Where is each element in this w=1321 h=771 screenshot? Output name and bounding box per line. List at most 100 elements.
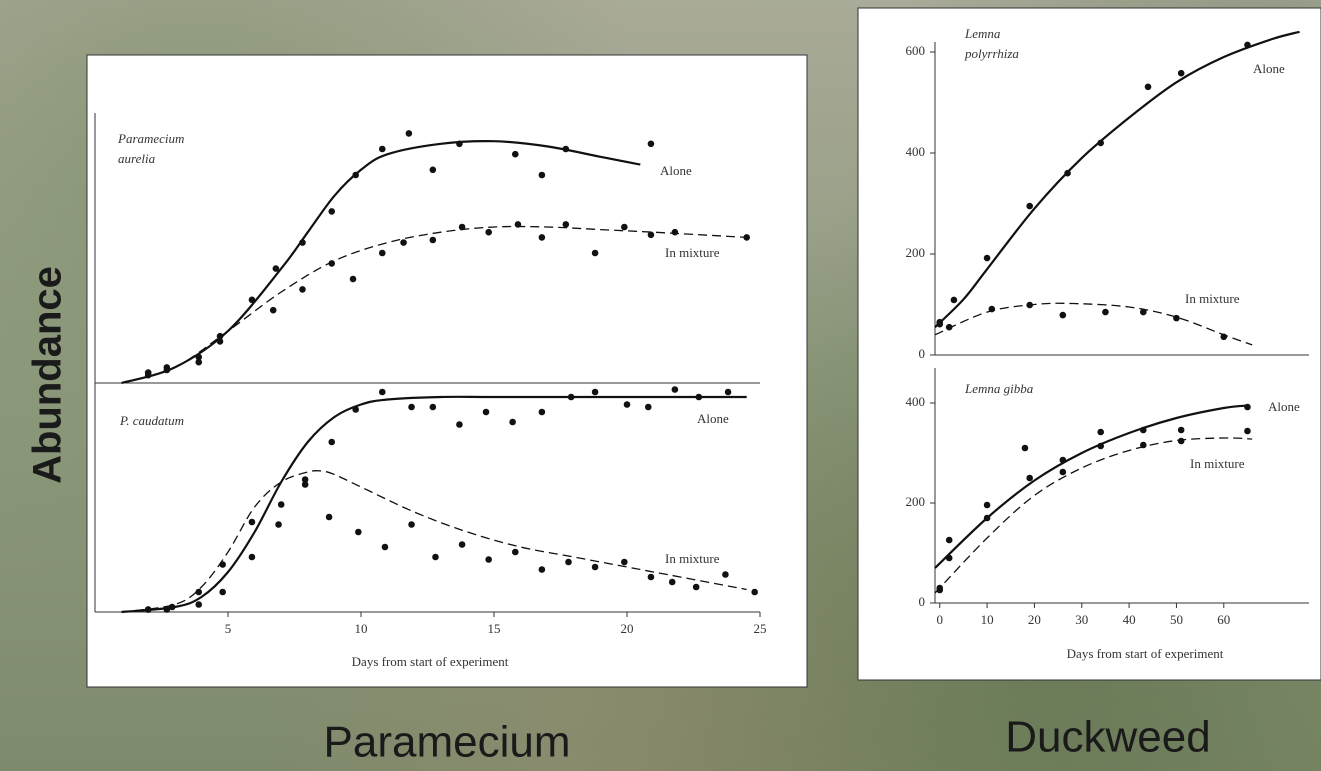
data-point <box>1173 314 1180 322</box>
data-point <box>400 239 407 246</box>
data-point <box>456 421 463 428</box>
data-point <box>950 296 958 304</box>
data-point <box>511 150 519 158</box>
data-point <box>219 588 226 596</box>
data-point <box>1097 428 1104 436</box>
data-point <box>692 583 700 591</box>
data-point <box>1177 426 1185 434</box>
x-tick-label: 5 <box>225 621 232 636</box>
data-point <box>355 528 362 536</box>
data-point <box>405 130 413 137</box>
data-point <box>1026 202 1033 210</box>
data-point <box>936 318 944 326</box>
data-point <box>567 393 575 401</box>
x-tick-label: 40 <box>1123 612 1136 627</box>
caption: Duckweed <box>1005 713 1210 762</box>
data-point <box>408 521 415 528</box>
data-point <box>216 332 224 340</box>
x-tick-label: 0 <box>936 612 943 627</box>
data-point <box>458 541 466 548</box>
data-point <box>248 296 256 304</box>
data-point <box>429 166 437 174</box>
x-tick-label: 25 <box>754 621 767 636</box>
data-point <box>482 408 490 416</box>
data-point <box>945 554 953 562</box>
data-point <box>591 249 599 257</box>
data-point <box>562 145 570 153</box>
x-axis-label: Days from start of experiment <box>1067 646 1224 661</box>
y-axis-label: Abundance <box>26 266 70 484</box>
data-point <box>301 481 309 488</box>
data-point <box>538 566 546 573</box>
data-point <box>1102 308 1109 316</box>
y-tick-label: 0 <box>919 594 926 609</box>
data-point <box>328 208 336 215</box>
data-point <box>983 254 991 262</box>
x-tick-label: 60 <box>1217 612 1230 627</box>
data-point <box>538 234 546 241</box>
data-point <box>565 558 572 566</box>
data-point <box>144 606 152 613</box>
x-axis-label: Days from start of experiment <box>352 654 509 669</box>
data-point <box>248 518 256 526</box>
data-point <box>456 140 463 148</box>
data-point <box>1064 169 1071 177</box>
data-point <box>163 366 171 374</box>
data-point <box>647 573 655 581</box>
series-label: Alone <box>660 163 692 178</box>
plots: Paramecium aurelia Alone In mixture P. cauda… <box>94 26 1309 669</box>
x-tick-label: 50 <box>1170 612 1183 627</box>
data-point <box>195 601 203 608</box>
data-point <box>724 388 732 396</box>
data-point <box>1059 456 1067 464</box>
x-tick-label: 30 <box>1075 612 1088 627</box>
data-point <box>301 476 309 483</box>
data-point <box>144 369 152 376</box>
data-point <box>1021 444 1029 452</box>
data-point <box>1026 301 1033 309</box>
data-point <box>988 305 996 313</box>
data-point <box>219 561 226 568</box>
y-tick-label: 200 <box>906 245 926 260</box>
data-point <box>328 260 336 267</box>
data-point <box>514 221 522 228</box>
data-point <box>381 543 389 551</box>
data-point <box>668 578 676 586</box>
data-point <box>1140 426 1147 434</box>
data-point <box>1026 474 1033 482</box>
data-point <box>429 236 437 244</box>
panel-title: aurelia <box>118 151 156 166</box>
data-point <box>248 553 256 561</box>
series-label: Alone <box>1268 399 1300 414</box>
panel-title: polyrrhiza <box>964 46 1019 61</box>
data-point <box>647 231 655 239</box>
series-label: Alone <box>697 411 729 426</box>
x-tick-label: 10 <box>981 612 994 627</box>
data-point <box>511 548 519 556</box>
panel-title: P. caudatum <box>119 413 184 428</box>
data-point <box>1140 308 1147 316</box>
data-point <box>621 558 628 566</box>
data-point <box>299 286 306 293</box>
data-point <box>945 323 953 331</box>
data-point <box>509 418 516 426</box>
data-point <box>671 228 679 236</box>
data-point <box>275 521 282 528</box>
data-point <box>299 239 306 246</box>
data-point <box>1177 437 1185 445</box>
y-tick-label: 0 <box>919 346 926 361</box>
y-tick-label: 400 <box>906 144 926 159</box>
panel-title: Lemna <box>964 26 1001 41</box>
data-point <box>1140 441 1147 449</box>
data-point <box>352 171 359 179</box>
data-point <box>1059 311 1067 319</box>
data-point <box>945 536 953 544</box>
data-point <box>352 406 359 413</box>
data-point <box>216 338 224 345</box>
data-point <box>983 501 991 509</box>
x-tick-label: 10 <box>355 621 368 636</box>
data-point <box>562 221 570 228</box>
data-point <box>1220 333 1228 341</box>
data-point <box>671 386 679 393</box>
series-label: In mixture <box>665 245 720 260</box>
